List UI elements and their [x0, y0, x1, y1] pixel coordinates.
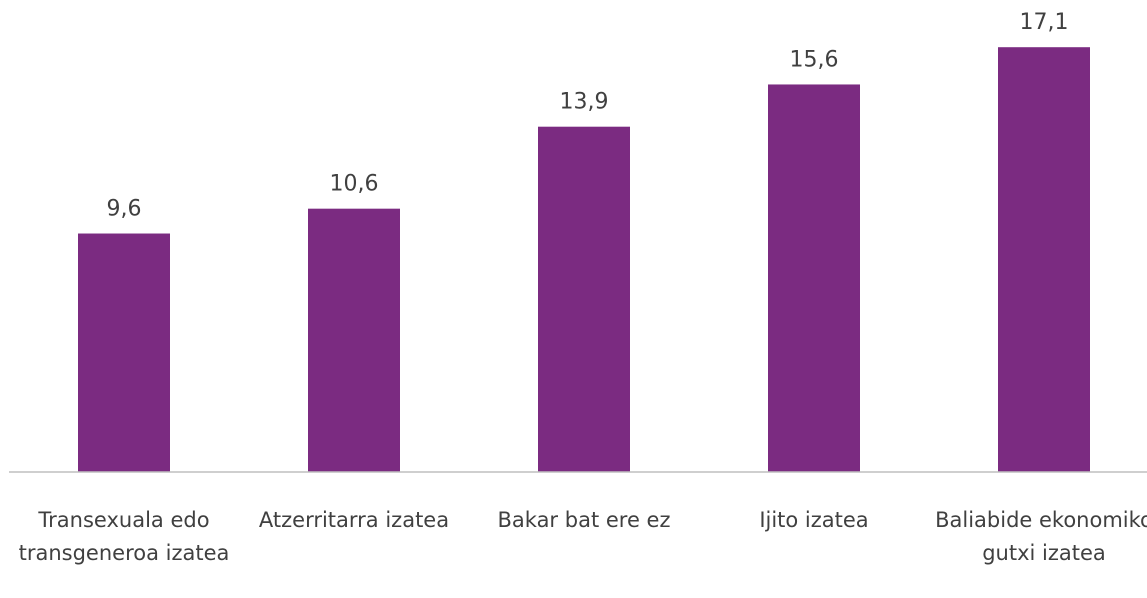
x-tick-label: Ijito izatea	[759, 508, 869, 532]
bar	[768, 84, 860, 472]
x-tick-label: Baliabide ekonomiko gutxi izatea	[935, 508, 1147, 565]
data-label: 17,1	[1020, 10, 1069, 35]
x-tick-label: Transexuala edo transgeneroa izatea	[18, 508, 230, 565]
data-label: 13,9	[560, 90, 609, 115]
bar	[78, 233, 170, 472]
x-tick-label: Atzerritarra izatea	[258, 508, 450, 532]
data-label: 15,6	[790, 47, 839, 72]
data-label: 9,6	[107, 197, 142, 222]
bar	[538, 126, 630, 473]
data-label: 10,6	[330, 172, 379, 197]
bar	[308, 208, 400, 472]
x-tick-label: Bakar bat ere ez	[497, 508, 671, 532]
bar	[998, 47, 1090, 472]
